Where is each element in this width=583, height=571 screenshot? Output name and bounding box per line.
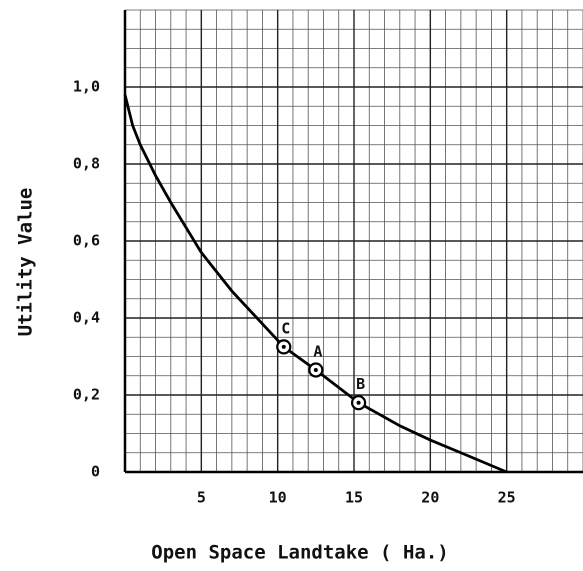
y-tick-label: 0,2 (73, 386, 100, 404)
y-tick-label: 0,6 (73, 232, 100, 250)
x-axis-label: Open Space Landtake ( Ha.) (151, 542, 448, 564)
x-tick-label: 20 (421, 489, 439, 507)
y-tick-label: 0 (91, 463, 100, 481)
x-tick-label: 5 (197, 489, 206, 507)
y-tick-label: 0,4 (73, 309, 100, 327)
point-label: A (313, 342, 322, 360)
point-label: B (356, 375, 365, 393)
x-tick-label: 15 (345, 489, 363, 507)
y-tick-label: 1,0 (73, 78, 100, 96)
point-dot (356, 400, 361, 405)
x-tick-label: 10 (269, 489, 287, 507)
point-dot (281, 344, 286, 349)
point-dot (313, 367, 318, 372)
curve (123, 94, 508, 474)
y-tick-label: 0,8 (73, 155, 100, 173)
point-label: C (281, 319, 290, 337)
x-tick-label: 25 (498, 489, 516, 507)
y-axis-label: Utility Value (15, 188, 37, 337)
